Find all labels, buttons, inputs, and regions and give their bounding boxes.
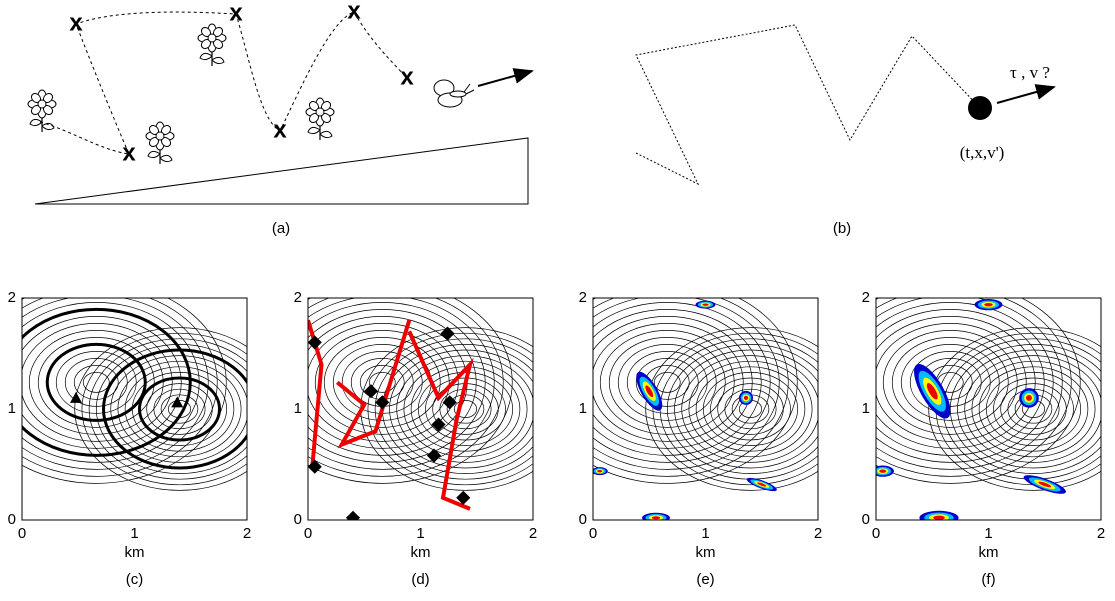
density: [652, 516, 660, 519]
path: [40, 12, 407, 154]
y-tick-label: 2: [294, 289, 302, 306]
y-tick-label: 1: [579, 400, 587, 417]
flower: [306, 98, 334, 140]
arrow-label: τ , v ?: [1010, 63, 1050, 82]
panel-label: (e): [696, 571, 714, 588]
x-tick-label: 0: [18, 525, 26, 542]
panel-label: (c): [126, 571, 144, 588]
y-tick-label: 0: [579, 511, 587, 528]
x-axis-label: km: [696, 544, 716, 561]
panel-label: (a): [272, 220, 290, 237]
density: [597, 470, 602, 472]
point-label: (t,x,v'): [960, 143, 1005, 162]
panel: 0 1 2 0 1 2 km (d): [252, 281, 570, 588]
contour: [161, 395, 198, 423]
x-tick-label: 2: [1097, 525, 1105, 542]
panel: 0 1 2 0 1 2 km (e): [537, 281, 855, 588]
x-axis-label: km: [411, 544, 431, 561]
contour: [718, 384, 784, 435]
contour: [118, 361, 241, 457]
diamond: [364, 384, 378, 398]
contour: [0, 295, 208, 469]
contour: [0, 288, 217, 476]
y-tick-label: 1: [8, 400, 16, 417]
density: [984, 303, 992, 306]
x-tick-label: 1: [416, 525, 424, 542]
contour: [667, 344, 833, 473]
panel: 0 1 2 0 1 2 km (f): [820, 281, 1115, 588]
contour: [950, 344, 1115, 473]
density: [1026, 395, 1032, 401]
density: [703, 303, 709, 305]
plot-area: [0, 281, 284, 490]
contour: [382, 344, 548, 473]
marker: x: [273, 116, 287, 143]
x-tick-label: 1: [984, 525, 992, 542]
butterfly: [434, 80, 474, 107]
marker: x: [122, 139, 136, 166]
y-tick-label: 0: [294, 511, 302, 528]
contour: [147, 384, 213, 435]
panel-a: x x x x x x (a): [28, 0, 532, 237]
y-tick-label: 0: [8, 511, 16, 528]
x-tick-label: 0: [872, 525, 880, 542]
marker: x: [229, 0, 243, 26]
x-axis-label: km: [979, 544, 999, 561]
marker: x: [347, 0, 361, 24]
panel-label: (d): [411, 571, 429, 588]
slope: [35, 138, 528, 204]
density: [744, 396, 748, 400]
y-tick-label: 0: [862, 511, 870, 528]
panel-label: (f): [981, 571, 995, 588]
contour: [140, 378, 220, 440]
x-tick-label: 0: [304, 525, 312, 542]
y-tick-label: 2: [579, 289, 587, 306]
panel-label: (b): [833, 220, 851, 237]
y-tick-label: 2: [862, 289, 870, 306]
y-tick-label: 1: [294, 400, 302, 417]
path: [636, 25, 980, 184]
contour: [689, 361, 812, 457]
marker: x: [400, 63, 414, 90]
panel: 0 1 2 0 1 2 km (c): [0, 281, 284, 588]
y-tick-label: 2: [8, 289, 16, 306]
x-tick-label: 2: [243, 525, 251, 542]
particle: [968, 96, 992, 120]
arrow: [478, 71, 532, 86]
x-tick-label: 1: [701, 525, 709, 542]
flower: [146, 122, 174, 164]
density: [879, 469, 886, 472]
contour: [994, 378, 1074, 440]
diamond: [346, 511, 360, 525]
diamond: [308, 460, 322, 474]
figure: x x x x x x (a) τ , v ? (t,x,v') (b) 0 1 2…: [0, 0, 1115, 601]
flower: [198, 24, 226, 66]
x-tick-label: 0: [589, 525, 597, 542]
panel-b: τ , v ? (t,x,v') (b): [636, 25, 1054, 237]
marker: x: [69, 9, 83, 36]
y-tick-label: 1: [862, 400, 870, 417]
contour: [972, 361, 1095, 457]
x-tick-label: 2: [529, 525, 537, 542]
density: [933, 516, 945, 520]
x-axis-label: km: [125, 544, 145, 561]
x-tick-label: 2: [814, 525, 822, 542]
x-tick-label: 1: [130, 525, 138, 542]
arrow: [997, 87, 1054, 103]
contour: [943, 339, 1115, 479]
contour: [711, 378, 791, 440]
